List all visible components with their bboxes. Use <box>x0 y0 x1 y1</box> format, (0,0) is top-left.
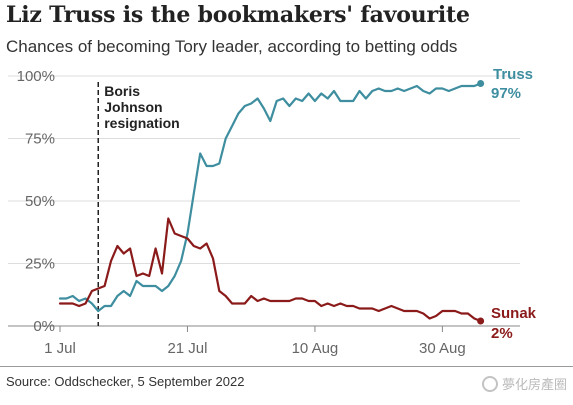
y-tick-label: 100% <box>17 68 55 85</box>
series-value-label: 2% <box>491 325 513 342</box>
series-name-label: Sunak <box>491 305 537 322</box>
series-name-label: Truss <box>493 66 533 83</box>
series-value-label: 97% <box>491 85 521 102</box>
source-note: Source: Oddschecker, 5 September 2022 <box>6 374 245 389</box>
y-tick-label: 25% <box>25 256 55 273</box>
series-line-sunak <box>58 217 482 323</box>
chart-title: Liz Truss is the bookmakers' favourite <box>6 2 470 28</box>
x-tick-label: 21 Jul <box>167 340 207 357</box>
line-chart: 0%25%50%75%100% 1 Jul 21 Jul 10 Aug 30 Aug … <box>8 66 537 357</box>
x-tick-label: 1 Jul <box>44 340 76 357</box>
footer-divider <box>0 366 573 367</box>
gridlines <box>8 75 520 327</box>
series-lines <box>58 80 485 325</box>
series-end-marker-truss <box>477 80 485 87</box>
x-tick-label: 10 Aug <box>292 340 339 357</box>
annotation-text-line: Johnson <box>104 99 162 115</box>
series-end-marker-sunak <box>477 317 485 325</box>
watermark-logo-icon <box>482 375 498 392</box>
watermark-text: 夢化房產圈 <box>502 377 568 392</box>
end-labels: Truss 97% Sunak 2% <box>491 66 537 342</box>
chart-subtitle: Chances of becoming Tory leader, accordi… <box>6 37 458 56</box>
y-tick-label: 50% <box>25 193 55 210</box>
y-axis: 0% 25% 50% 75% 100% <box>17 68 55 335</box>
x-axis: 1 Jul 21 Jul 10 Aug 30 Aug <box>44 326 466 357</box>
annotation-text-line: Boris <box>104 83 140 99</box>
annotation-text-line: resignation <box>104 115 179 131</box>
watermark: 夢化房產圈 <box>482 374 567 393</box>
series-line-truss <box>58 82 482 313</box>
y-tick-label: 75% <box>25 131 55 148</box>
y-tick-label: 0% <box>33 318 55 335</box>
x-tick-label: 30 Aug <box>419 340 466 357</box>
